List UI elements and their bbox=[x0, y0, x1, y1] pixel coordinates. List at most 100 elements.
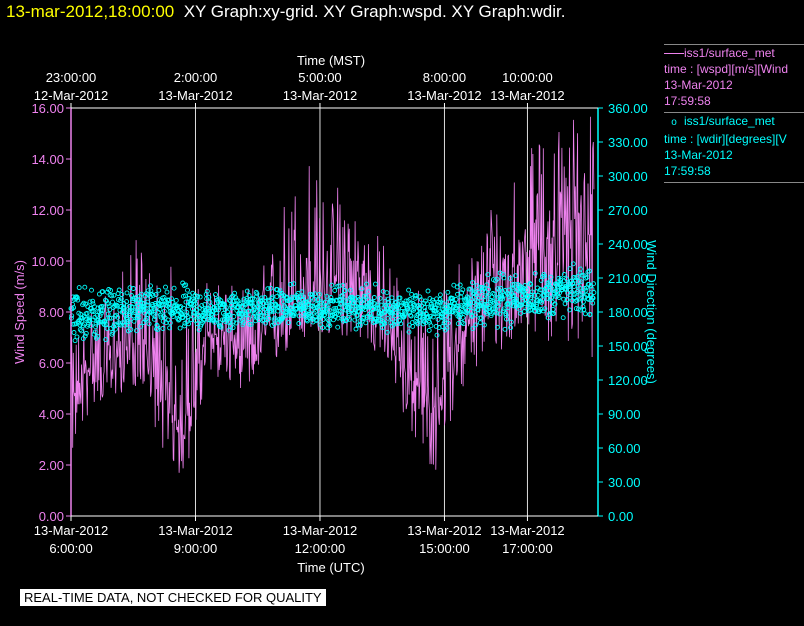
wdir-point bbox=[206, 294, 212, 300]
right-tick-label: 0.00 bbox=[608, 509, 633, 524]
wdir-point bbox=[185, 314, 191, 320]
wdir-point bbox=[431, 299, 437, 305]
wdir-point bbox=[535, 292, 541, 298]
wdir-point bbox=[108, 315, 114, 321]
wdir-point bbox=[339, 309, 345, 315]
wdir-point bbox=[249, 300, 255, 306]
wdir-point bbox=[112, 326, 118, 332]
wdir-point bbox=[296, 321, 302, 326]
legend-wspd-var: time : [wspd][m/s][Wind bbox=[664, 62, 789, 76]
wdir-point bbox=[192, 301, 198, 307]
wdir-point bbox=[473, 322, 479, 328]
wdir-point bbox=[247, 321, 252, 327]
wdir-point bbox=[405, 305, 411, 311]
wdir-point bbox=[480, 294, 486, 300]
wdir-point bbox=[551, 311, 556, 316]
right-tick-label: 240.00 bbox=[608, 237, 648, 252]
wdir-point bbox=[250, 313, 256, 319]
wdir-point bbox=[216, 307, 221, 313]
bottom-tick-time: 17:00:00 bbox=[502, 541, 553, 556]
wdir-point bbox=[158, 312, 164, 318]
wdir-point bbox=[415, 321, 421, 327]
wdir-point bbox=[205, 305, 211, 311]
wdir-point bbox=[268, 285, 274, 291]
wdir-point bbox=[591, 281, 596, 287]
wdir-point bbox=[186, 321, 192, 327]
wdir-point bbox=[385, 315, 391, 321]
wdir-point bbox=[396, 305, 401, 311]
wdir-point bbox=[418, 297, 424, 303]
wdir-point bbox=[127, 309, 133, 315]
wdir-point bbox=[102, 319, 108, 324]
wdir-point bbox=[108, 288, 114, 293]
wdir-point bbox=[91, 331, 97, 337]
wdir-point bbox=[406, 287, 412, 293]
wdir-point bbox=[285, 320, 291, 326]
wdir-point bbox=[456, 303, 462, 309]
quality-disclaimer: REAL-TIME DATA, NOT CHECKED FOR QUALITY bbox=[20, 589, 326, 606]
wdir-point bbox=[252, 306, 258, 312]
wdir-point bbox=[320, 325, 326, 331]
wdir-point bbox=[83, 330, 89, 336]
legend-wspd-name: iss1/surface_met bbox=[684, 46, 775, 60]
bottom-tick-date: 13-Mar-2012 bbox=[158, 523, 232, 538]
wdir-point bbox=[300, 294, 306, 300]
wdir-point bbox=[309, 292, 315, 298]
wdir-point bbox=[88, 323, 94, 329]
wdir-point bbox=[556, 295, 562, 300]
wdir-point bbox=[291, 313, 297, 319]
wdir-point bbox=[148, 283, 153, 289]
wdir-point bbox=[482, 302, 488, 308]
wdir-point bbox=[110, 329, 116, 335]
wdir-point bbox=[425, 314, 431, 320]
wdir-point bbox=[105, 311, 111, 317]
wdir-point bbox=[163, 284, 168, 290]
wdir-point bbox=[485, 272, 491, 278]
wdir-point bbox=[368, 314, 374, 320]
wdir-point bbox=[340, 293, 345, 298]
wdir-point bbox=[138, 323, 144, 329]
wdir-point bbox=[151, 316, 157, 322]
wdir-point bbox=[94, 313, 100, 318]
wdir-point bbox=[350, 295, 356, 301]
wdir-point bbox=[266, 316, 272, 321]
wdir-point bbox=[161, 294, 167, 300]
wdir-point bbox=[77, 327, 83, 333]
wdir-point bbox=[264, 310, 270, 316]
wdir-point bbox=[493, 310, 499, 316]
wdir-point bbox=[381, 310, 387, 315]
wdir-point bbox=[155, 327, 161, 333]
wdir-point bbox=[312, 291, 318, 297]
wdir-point bbox=[552, 301, 558, 307]
wdir-point bbox=[579, 295, 584, 301]
wdir-point bbox=[119, 292, 125, 297]
wdir-point bbox=[344, 317, 350, 323]
wdir-point bbox=[495, 324, 500, 330]
wdir-point bbox=[445, 320, 451, 326]
wdir-point bbox=[347, 316, 353, 322]
wdir-point bbox=[509, 285, 515, 291]
wdir-point bbox=[169, 299, 175, 305]
wdir-point bbox=[408, 312, 413, 318]
wdir-point bbox=[576, 279, 582, 284]
wdir-point bbox=[111, 292, 117, 298]
right-tick-label: 180.00 bbox=[608, 305, 648, 320]
wdir-point bbox=[76, 285, 82, 291]
title-graphs: XY Graph:xy-grid. XY Graph:wspd. XY Grap… bbox=[183, 2, 566, 21]
wdir-point bbox=[386, 299, 392, 305]
wdir-point bbox=[578, 279, 584, 285]
wdir-point bbox=[299, 289, 305, 295]
wdir-point bbox=[542, 273, 548, 279]
wdir-point bbox=[288, 297, 294, 303]
right-tick-label: 90.00 bbox=[608, 407, 641, 422]
wdir-point bbox=[586, 296, 592, 302]
wdir-point bbox=[97, 313, 103, 319]
wdir-point bbox=[446, 314, 452, 320]
wdir-point bbox=[521, 309, 527, 314]
wdir-point bbox=[346, 304, 352, 310]
wdir-point bbox=[137, 297, 143, 303]
wdir-point bbox=[160, 326, 166, 331]
left-tick-label: 4.00 bbox=[39, 407, 64, 422]
wdir-point bbox=[454, 303, 460, 309]
wdir-point bbox=[535, 298, 541, 304]
